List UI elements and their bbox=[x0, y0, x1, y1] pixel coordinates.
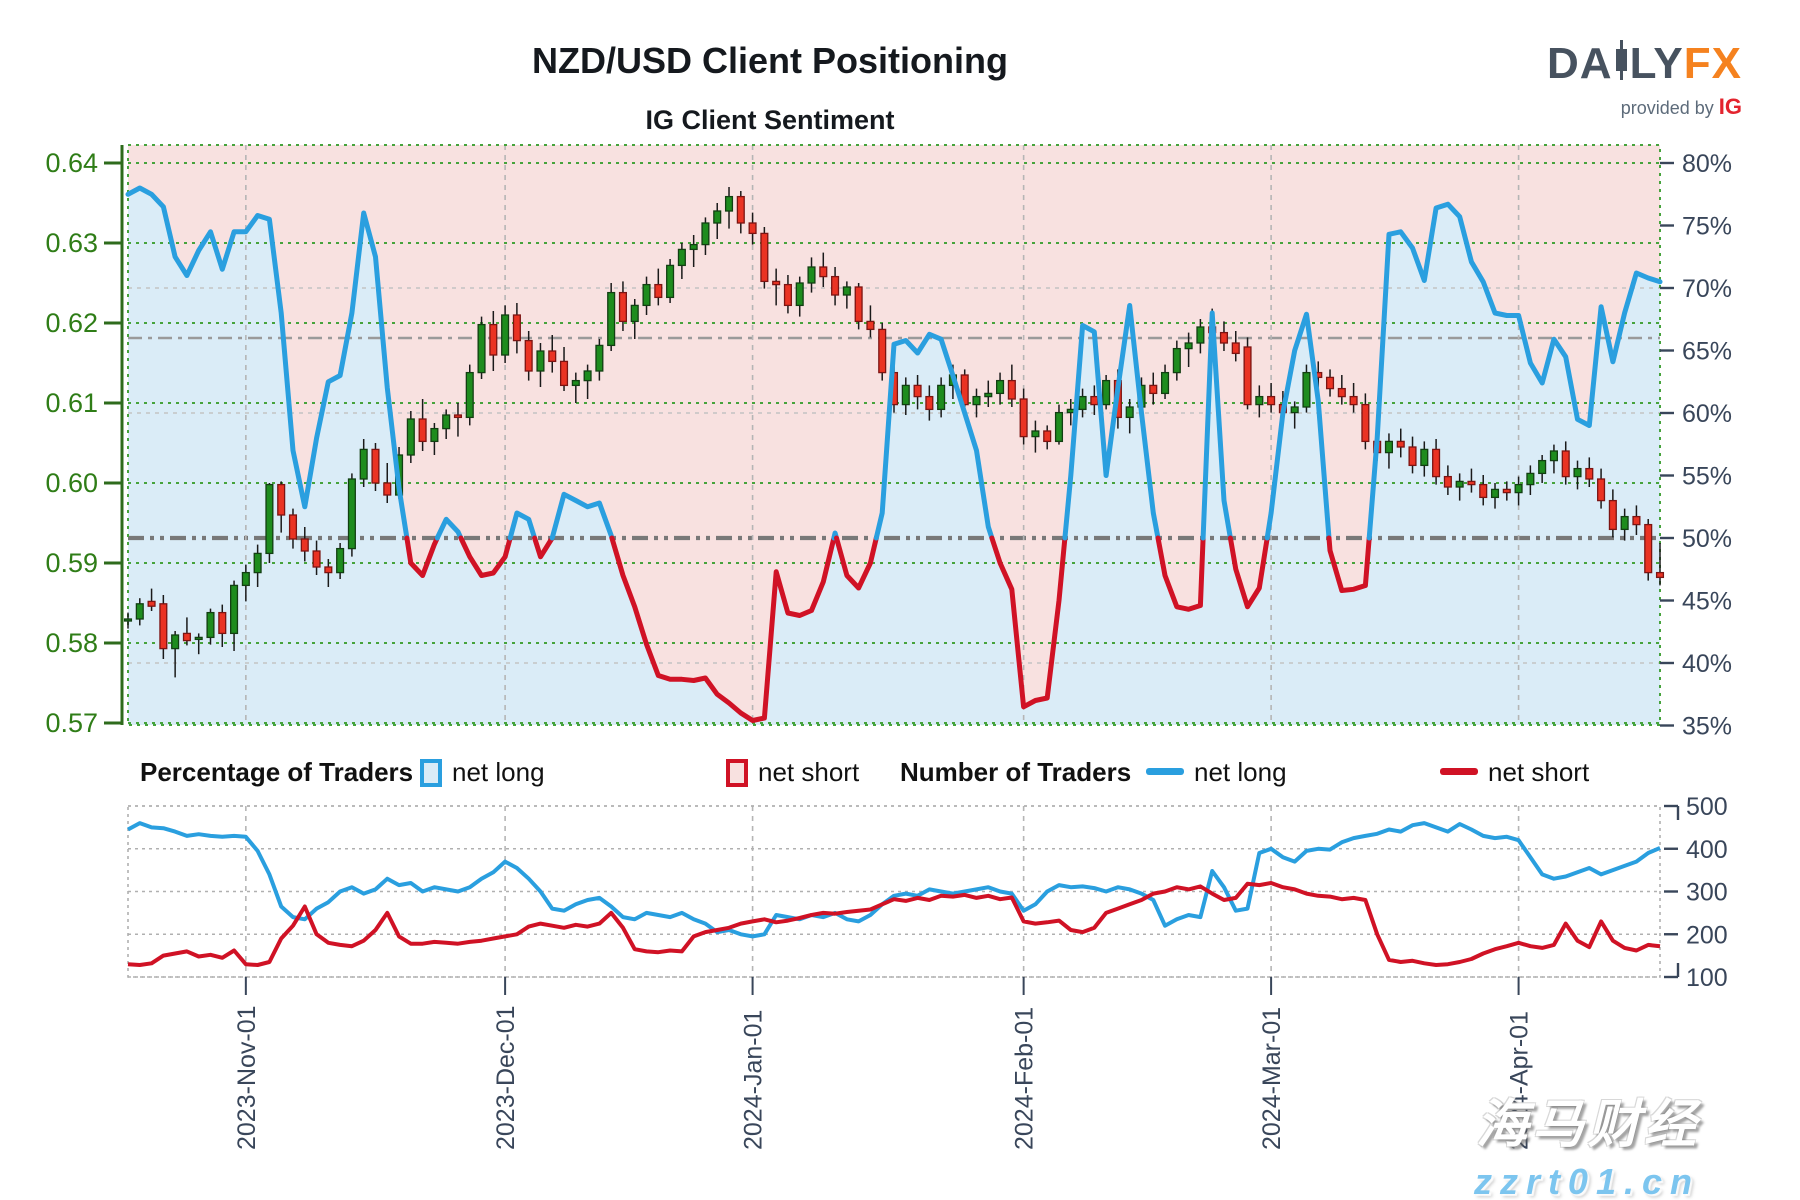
svg-text:0.58: 0.58 bbox=[45, 628, 98, 658]
legend-pct-net-long: net long bbox=[420, 757, 545, 788]
net-short-swatch-icon bbox=[726, 759, 748, 787]
svg-text:0.62: 0.62 bbox=[45, 308, 98, 338]
net-long-line-icon bbox=[1146, 768, 1184, 775]
svg-text:0.60: 0.60 bbox=[45, 468, 98, 498]
net-short-line-icon bbox=[1440, 768, 1478, 775]
svg-text:40%: 40% bbox=[1682, 650, 1732, 678]
legend-pct-net-short: net short bbox=[726, 757, 859, 788]
svg-text:80%: 80% bbox=[1682, 150, 1732, 178]
svg-text:60%: 60% bbox=[1682, 400, 1732, 428]
svg-text:70%: 70% bbox=[1682, 275, 1732, 303]
svg-text:0.64: 0.64 bbox=[45, 148, 98, 178]
svg-text:300: 300 bbox=[1686, 879, 1728, 907]
svg-text:0.59: 0.59 bbox=[45, 548, 98, 578]
ig-brand: IG bbox=[1718, 94, 1742, 119]
svg-text:2024-Mar-01: 2024-Mar-01 bbox=[1258, 1007, 1286, 1150]
chart-legend: Percentage of Traders net long net short… bbox=[0, 751, 1800, 797]
svg-text:55%: 55% bbox=[1682, 463, 1732, 491]
svg-text:2024-Jan-01: 2024-Jan-01 bbox=[740, 1010, 768, 1150]
watermark-line1: 海马财经 bbox=[1475, 1096, 1700, 1154]
legend-percentage-title: Percentage of Traders bbox=[140, 757, 414, 787]
svg-text:2024-Apr-01: 2024-Apr-01 bbox=[1506, 1011, 1534, 1150]
legend-number-title: Number of Traders bbox=[900, 757, 1132, 787]
legend-num-net-long: net long bbox=[1146, 757, 1287, 788]
svg-text:35%: 35% bbox=[1682, 713, 1732, 741]
dailyfx-wordmark: DA LYFX bbox=[1547, 39, 1742, 88]
svg-text:200: 200 bbox=[1686, 921, 1728, 949]
svg-text:0.57: 0.57 bbox=[45, 708, 98, 738]
svg-text:0.61: 0.61 bbox=[45, 388, 98, 418]
svg-text:400: 400 bbox=[1686, 836, 1728, 864]
legend-num-net-short: net short bbox=[1440, 757, 1589, 788]
watermark: 海马财经 zzrt01.cn bbox=[1474, 1082, 1700, 1200]
svg-text:100: 100 bbox=[1686, 964, 1728, 992]
dailyfx-logo: DA LYFX provided by IG bbox=[1547, 40, 1742, 118]
svg-text:45%: 45% bbox=[1682, 588, 1732, 616]
svg-text:50%: 50% bbox=[1682, 525, 1732, 553]
svg-text:2024-Feb-01: 2024-Feb-01 bbox=[1011, 1007, 1039, 1150]
page-title: NZD/USD Client Positioning bbox=[532, 40, 1008, 81]
svg-text:500: 500 bbox=[1686, 793, 1728, 821]
chart-subtitle: IG Client Sentiment bbox=[645, 105, 895, 135]
svg-text:2023-Nov-01: 2023-Nov-01 bbox=[233, 1005, 261, 1150]
svg-text:75%: 75% bbox=[1682, 213, 1732, 241]
svg-text:2023-Dec-01: 2023-Dec-01 bbox=[492, 1005, 520, 1150]
svg-text:0.63: 0.63 bbox=[45, 228, 98, 258]
net-long-swatch-icon bbox=[420, 759, 442, 787]
watermark-line2: zzrt01.cn bbox=[1473, 1161, 1700, 1200]
fx-wordmark: FX bbox=[1683, 39, 1742, 88]
svg-text:65%: 65% bbox=[1682, 338, 1732, 366]
candlestick-icon bbox=[1615, 40, 1628, 88]
provided-by: provided by IG bbox=[1620, 94, 1742, 119]
